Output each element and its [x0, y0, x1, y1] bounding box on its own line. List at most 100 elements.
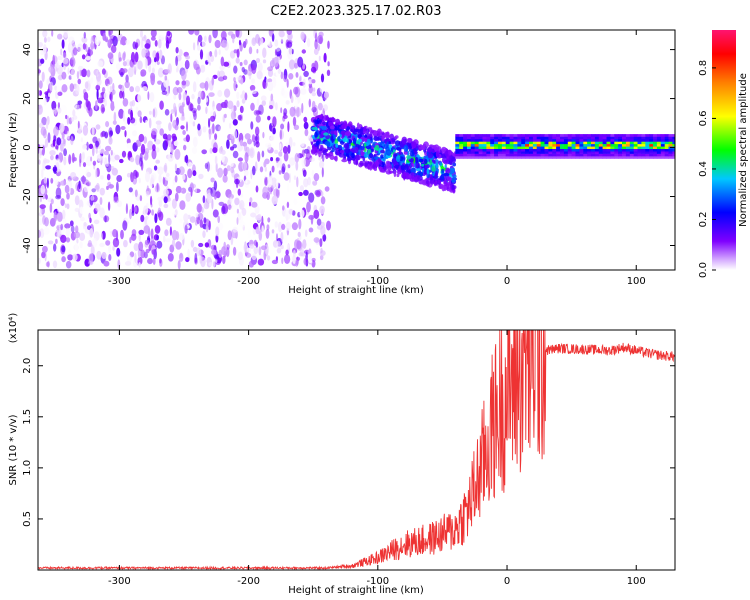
- heatmap-cell: [326, 220, 331, 231]
- heatmap-cell: [274, 149, 279, 154]
- heatmap-cell: [610, 153, 615, 157]
- heatmap-cell: [552, 134, 557, 137]
- heatmap-cell: [645, 146, 650, 149]
- heatmap-cell: [394, 140, 401, 147]
- heatmap-cell: [633, 146, 638, 149]
- heatmap-cell: [229, 50, 236, 59]
- heatmap-cell: [280, 123, 285, 130]
- heatmap-cell: [52, 108, 58, 114]
- heatmap-cell: [144, 43, 151, 49]
- heatmap-cell: [672, 134, 675, 137]
- heatmap-cell: [649, 134, 654, 137]
- heatmap-cell: [664, 153, 669, 157]
- heatmap-cell: [328, 117, 333, 122]
- heatmap-cell: [478, 156, 483, 159]
- heatmap-cell: [149, 92, 155, 103]
- heatmap-cell: [296, 240, 302, 250]
- heatmap-cell: [633, 143, 638, 147]
- heatmap-cell: [664, 151, 669, 154]
- heatmap-cell: [513, 153, 518, 157]
- heatmap-cell: [166, 134, 172, 141]
- heatmap-cell: [367, 163, 370, 170]
- heatmap-cell: [606, 146, 611, 149]
- heatmap-cell: [228, 122, 232, 129]
- heatmap-cell: [529, 146, 534, 149]
- heatmap-cell: [206, 192, 213, 204]
- heatmap-cell: [208, 92, 215, 97]
- heatmap-cell: [591, 153, 596, 157]
- heatmap-cell: [280, 231, 284, 242]
- heatmap-cell: [602, 148, 607, 152]
- heatmap-cell: [62, 52, 67, 59]
- heatmap-cell: [344, 131, 351, 137]
- heatmap-cell: [267, 217, 271, 223]
- heatmap-cell: [443, 185, 447, 191]
- heatmap-cell: [245, 179, 248, 184]
- heatmap-cell: [633, 136, 638, 140]
- heatmap-cell: [556, 136, 561, 140]
- heatmap-cell: [314, 131, 318, 138]
- heatmap-cell: [395, 155, 401, 163]
- heatmap-cell: [256, 70, 263, 80]
- heatmap-cell: [560, 148, 565, 152]
- heatmap-cell: [64, 184, 70, 194]
- heatmap-cell: [606, 139, 611, 142]
- heatmap-cell: [167, 252, 174, 262]
- heatmap-cell: [579, 134, 584, 137]
- heatmap-cell: [548, 139, 553, 142]
- heatmap-cell: [645, 139, 650, 142]
- heatmap-cell: [490, 143, 495, 147]
- heatmap-cell: [529, 143, 534, 147]
- heatmap-cell: [490, 151, 495, 154]
- heatmap-cell: [221, 154, 225, 163]
- heatmap-cell: [247, 138, 252, 145]
- heatmap-cell: [482, 136, 487, 140]
- heatmap-cell: [567, 148, 573, 152]
- x-tick-label: 0: [504, 276, 510, 287]
- heatmap-cell: [421, 145, 426, 151]
- heatmap-cell: [126, 138, 131, 145]
- heatmap-cell: [313, 173, 320, 182]
- heatmap-cell: [122, 220, 128, 231]
- heatmap-cell: [660, 146, 666, 149]
- heatmap-cell: [421, 179, 428, 186]
- heatmap-cell: [312, 87, 316, 92]
- heatmap-cell: [309, 157, 316, 162]
- heatmap-cell: [227, 100, 234, 110]
- heatmap-cell: [170, 113, 173, 123]
- heatmap-cell: [42, 215, 46, 225]
- heatmap-cell: [525, 134, 530, 137]
- heatmap-cell: [82, 125, 89, 136]
- heatmap-cell: [594, 156, 600, 159]
- heatmap-cell: [279, 158, 282, 169]
- heatmap-cell: [80, 137, 83, 143]
- heatmap-cell: [401, 139, 406, 145]
- heatmap-cell: [130, 51, 136, 63]
- heatmap-cell: [70, 68, 76, 80]
- heatmap-cell: [251, 134, 256, 143]
- heatmap-cell: [548, 156, 553, 159]
- heatmap-cell: [233, 80, 237, 92]
- heatmap-cell: [587, 148, 592, 152]
- heatmap-cell: [155, 120, 162, 125]
- heatmap-cell: [509, 136, 514, 140]
- heatmap-cell: [210, 126, 213, 135]
- heatmap-cell: [653, 148, 658, 152]
- heatmap-cell: [92, 160, 97, 166]
- heatmap-cell: [258, 230, 263, 241]
- heatmap-cell: [127, 117, 131, 125]
- heatmap-cell: [210, 177, 215, 183]
- heatmap-cell: [653, 156, 658, 159]
- heatmap-cell: [110, 100, 115, 112]
- heatmap-cell: [165, 217, 172, 226]
- heatmap-cell: [191, 107, 198, 114]
- heatmap-cell: [172, 119, 178, 129]
- heatmap-cell: [140, 69, 147, 77]
- heatmap-cell: [80, 216, 85, 222]
- heatmap-cell: [324, 140, 331, 146]
- heatmap-cell: [38, 69, 41, 74]
- heatmap-cell: [255, 126, 260, 136]
- heatmap-cell: [649, 139, 654, 142]
- heatmap-cell: [50, 154, 54, 161]
- heatmap-cell: [284, 209, 291, 220]
